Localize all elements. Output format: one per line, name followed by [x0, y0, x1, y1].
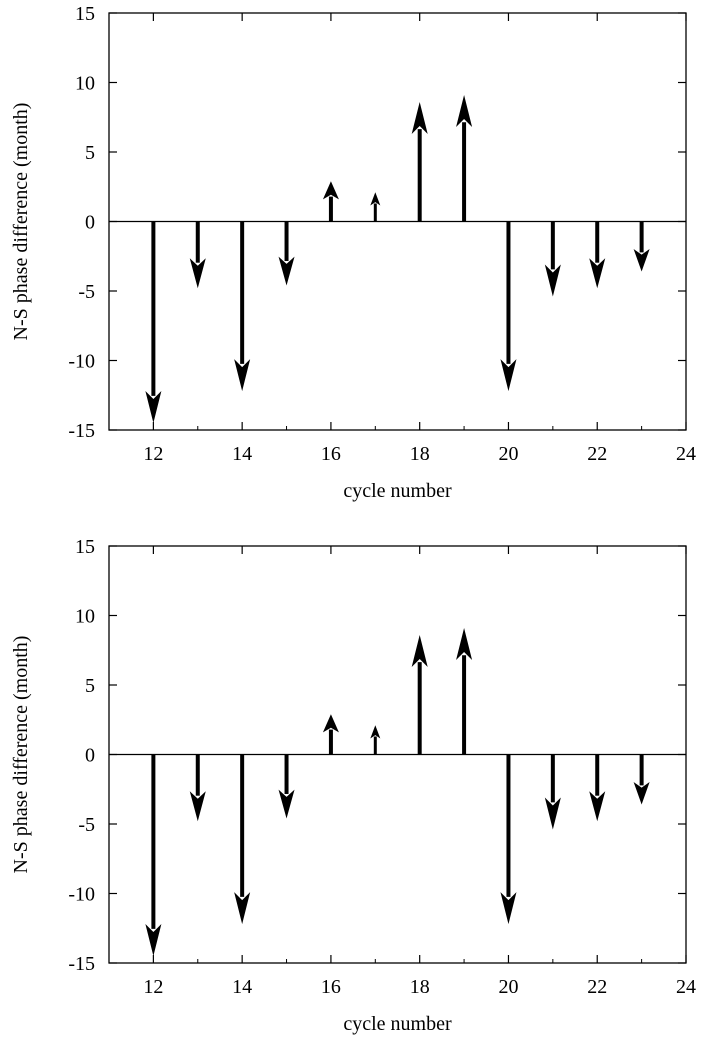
y-tick-label: 10: [75, 73, 95, 95]
y-axis-title: N-S phase difference (month): [10, 636, 32, 874]
y-tick-label: 10: [75, 606, 95, 628]
x-tick-label: 14: [232, 976, 252, 998]
x-tick-label: 18: [410, 976, 430, 998]
y-tick-label: -15: [68, 953, 95, 975]
x-tick-label: 16: [321, 976, 341, 998]
x-axis-title: cycle number: [343, 480, 452, 502]
chart-panel-2: 12 14 16 18 20 22 24 15 10 5 0 -5 -10 -15 cycle number…: [10, 536, 696, 1035]
x-tick-label: 24: [676, 976, 696, 998]
y-tick-label: 5: [85, 142, 95, 164]
chart-panel-1: 12 14 16 18 20 22 24 15 10 5 0 -5 -10 -15 cycle number…: [10, 3, 696, 502]
x-tick-label: 22: [587, 976, 607, 998]
y-tick-label: -10: [68, 351, 95, 373]
x-axis-title: cycle number: [343, 1013, 452, 1035]
x-tick-label: 12: [143, 443, 163, 465]
arrow-head: [190, 258, 206, 288]
x-tick-label: 16: [321, 443, 341, 465]
x-tick-label: 20: [498, 976, 518, 998]
y-tick-label: 5: [85, 675, 95, 697]
x-tick-label: 12: [143, 976, 163, 998]
y-tick-label: -5: [78, 281, 95, 303]
x-tick-label: 22: [587, 443, 607, 465]
y-tick-label: 0: [85, 212, 95, 234]
y-tick-label: 0: [85, 745, 95, 767]
y-tick-label: -15: [68, 420, 95, 442]
y-tick-label: 15: [75, 3, 95, 25]
arrow-head: [589, 258, 605, 288]
x-tick-label: 20: [498, 443, 518, 465]
x-tick-label: 24: [676, 443, 696, 465]
y-tick-label: -5: [78, 814, 95, 836]
y-tick-label: -10: [68, 884, 95, 906]
x-tick-label: 18: [410, 443, 430, 465]
y-axis-title: N-S phase difference (month): [10, 103, 32, 341]
y-tick-label: 15: [75, 536, 95, 558]
x-tick-label: 14: [232, 443, 252, 465]
